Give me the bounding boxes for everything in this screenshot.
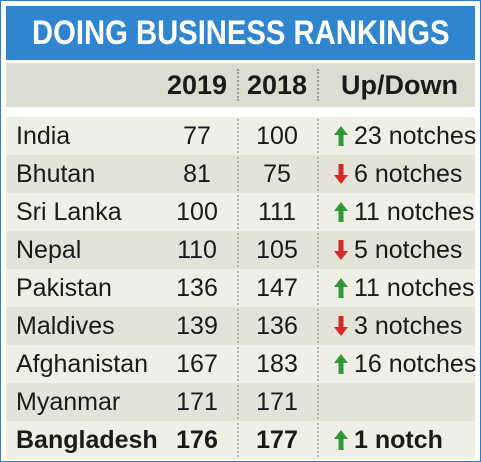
change-text: 5 notches bbox=[354, 236, 463, 264]
down-arrow-icon bbox=[334, 316, 348, 336]
table-row: Nepal 110 105 5 notches bbox=[6, 231, 475, 269]
column-separator bbox=[317, 233, 321, 267]
up-arrow-icon bbox=[334, 202, 348, 222]
table-row: Myanmar 171 171 bbox=[6, 383, 475, 421]
change-text: 11 notches bbox=[354, 198, 475, 226]
column-separator bbox=[317, 271, 321, 305]
change-cell bbox=[324, 383, 475, 421]
column-separator bbox=[237, 347, 241, 381]
column-separator bbox=[237, 119, 241, 153]
rank-2019-cell: 110 bbox=[177, 236, 217, 264]
rank-2018-cell: 177 bbox=[256, 426, 298, 454]
rank-2018-cell: 183 bbox=[256, 350, 298, 378]
up-arrow-icon bbox=[334, 126, 348, 146]
change-text: 11 notches bbox=[354, 274, 475, 302]
change-text: 6 notches bbox=[354, 160, 463, 188]
rank-2019-cell: 100 bbox=[176, 198, 218, 226]
column-separator bbox=[237, 385, 241, 419]
column-separator bbox=[317, 423, 321, 457]
rank-2019-cell: 77 bbox=[183, 122, 211, 150]
down-arrow-icon bbox=[334, 240, 348, 260]
table-row: Sri Lanka 100 111 11 notches bbox=[6, 193, 475, 231]
column-separator bbox=[237, 157, 241, 191]
change-text: 16 notches bbox=[354, 350, 477, 378]
table-row: India 77 100 23 notches bbox=[6, 117, 477, 155]
header-updown: Up/Down bbox=[341, 70, 458, 100]
country-cell: Bhutan bbox=[16, 160, 96, 188]
change-cell: 23 notches bbox=[324, 117, 477, 155]
rank-2018-cell: 147 bbox=[256, 274, 298, 302]
rank-2018-cell: 105 bbox=[256, 236, 298, 264]
table-row: Bangladesh 176 177 1 notch bbox=[6, 421, 475, 459]
change-cell: 5 notches bbox=[324, 231, 475, 269]
table-row: Maldives 139 136 3 notches bbox=[6, 307, 475, 345]
country-cell: Maldives bbox=[16, 312, 115, 340]
chart-title: DOING BUSINESS RANKINGS bbox=[31, 13, 450, 52]
column-separator bbox=[317, 347, 321, 381]
table-row: Pakistan 136 147 11 notches bbox=[6, 269, 475, 307]
change-text: 1 notch bbox=[354, 426, 443, 454]
rank-2018-cell: 111 bbox=[257, 198, 296, 226]
column-separator bbox=[237, 195, 241, 229]
header-gap bbox=[6, 107, 475, 115]
column-separator bbox=[237, 423, 241, 457]
rank-2018-cell: 75 bbox=[263, 160, 291, 188]
change-text: 3 notches bbox=[354, 312, 463, 340]
rank-2019-cell: 171 bbox=[176, 388, 218, 416]
rank-2019-cell: 81 bbox=[183, 160, 211, 188]
header-2019: 2019 bbox=[166, 70, 228, 100]
column-separator bbox=[317, 309, 321, 343]
title-banner: DOING BUSINESS RANKINGS bbox=[6, 6, 475, 60]
header-separator bbox=[237, 69, 241, 101]
rank-2019-cell: 176 bbox=[176, 426, 218, 454]
up-arrow-icon bbox=[334, 354, 348, 374]
column-separator bbox=[237, 271, 241, 305]
rank-2019-cell: 136 bbox=[176, 274, 218, 302]
rank-2018-cell: 136 bbox=[256, 312, 298, 340]
rank-2018-cell: 171 bbox=[256, 388, 298, 416]
table-body: India 77 100 23 notches Bhutan 81 75 6 notches S… bbox=[6, 117, 477, 459]
up-arrow-icon bbox=[334, 430, 348, 450]
column-separator bbox=[237, 309, 241, 343]
change-cell: 3 notches bbox=[324, 307, 475, 345]
country-cell: Bangladesh bbox=[16, 426, 158, 454]
table-row: Bhutan 81 75 6 notches bbox=[6, 155, 475, 193]
column-separator bbox=[317, 385, 321, 419]
up-arrow-icon bbox=[334, 278, 348, 298]
column-separator bbox=[317, 195, 321, 229]
country-cell: India bbox=[16, 122, 71, 150]
column-separator bbox=[317, 157, 321, 191]
rank-2019-cell: 167 bbox=[176, 350, 218, 378]
rank-2019-cell: 139 bbox=[176, 312, 218, 340]
change-text: 23 notches bbox=[354, 122, 477, 150]
header-2018: 2018 bbox=[246, 70, 308, 100]
column-separator bbox=[317, 119, 321, 153]
down-arrow-icon bbox=[334, 164, 348, 184]
column-separator bbox=[237, 233, 241, 267]
country-cell: Sri Lanka bbox=[16, 198, 122, 226]
header-separator bbox=[317, 69, 321, 101]
table-row: Afghanistan 167 183 16 notches bbox=[6, 345, 477, 383]
change-cell: 6 notches bbox=[324, 155, 475, 193]
country-cell: Afghanistan bbox=[16, 350, 149, 378]
change-cell: 11 notches bbox=[324, 269, 475, 307]
country-cell: Myanmar bbox=[16, 388, 121, 416]
header-row: 2019 2018 Up/Down bbox=[6, 63, 475, 107]
change-cell: 11 notches bbox=[324, 193, 475, 231]
country-cell: Nepal bbox=[16, 236, 82, 264]
country-cell: Pakistan bbox=[16, 274, 112, 302]
change-cell: 1 notch bbox=[324, 421, 475, 459]
rank-2018-cell: 100 bbox=[256, 122, 298, 150]
change-cell: 16 notches bbox=[324, 345, 477, 383]
